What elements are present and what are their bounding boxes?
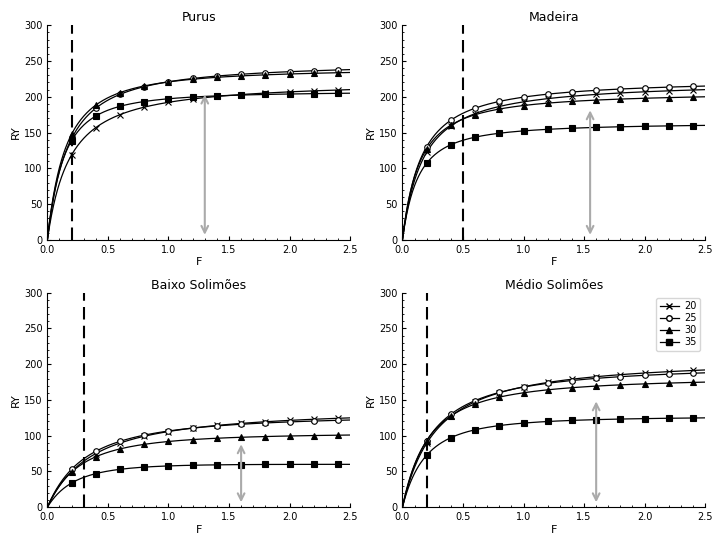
Title: Madeira: Madeira	[529, 11, 579, 24]
X-axis label: F: F	[550, 258, 557, 268]
X-axis label: F: F	[550, 525, 557, 535]
Title: Baixo Solimões: Baixo Solimões	[151, 278, 246, 292]
Y-axis label: RY: RY	[11, 126, 21, 139]
X-axis label: F: F	[195, 258, 202, 268]
Y-axis label: RY: RY	[366, 393, 376, 407]
Title: Médio Solimões: Médio Solimões	[505, 278, 603, 292]
Y-axis label: RY: RY	[11, 393, 21, 407]
Title: Purus: Purus	[182, 11, 216, 24]
Legend: 20, 25, 30, 35: 20, 25, 30, 35	[656, 298, 700, 351]
X-axis label: F: F	[195, 525, 202, 535]
Y-axis label: RY: RY	[366, 126, 376, 139]
